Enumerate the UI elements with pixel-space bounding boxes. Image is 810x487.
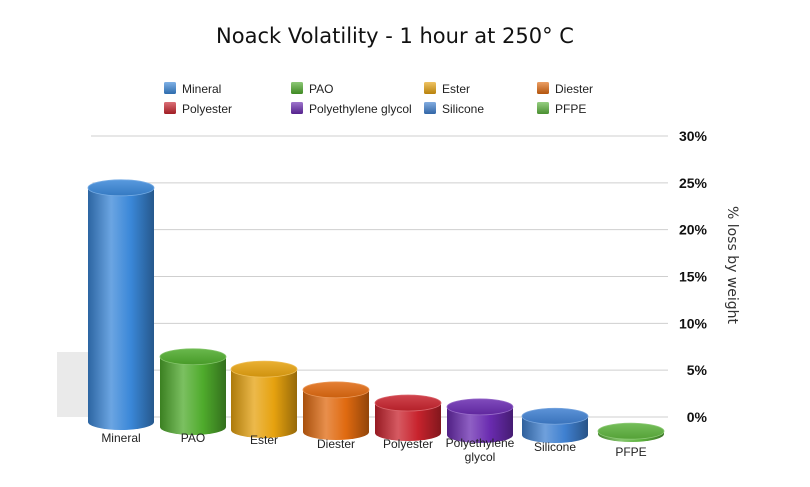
legend-swatch — [537, 82, 549, 94]
y-tick-label: 15% — [679, 269, 708, 285]
legend-label: Diester — [555, 82, 593, 96]
legend-swatch — [291, 102, 303, 114]
bar-pao — [159, 348, 227, 435]
chart-title: Noack Volatility - 1 hour at 250° C — [216, 24, 574, 48]
legend-label: Polyethylene glycol — [309, 102, 412, 116]
bar-top — [446, 398, 514, 416]
bar-top — [230, 360, 298, 378]
legend-item-pfpe: PFPE — [537, 102, 586, 116]
legend-item-pao: PAO — [291, 82, 333, 96]
bar-silicone — [521, 407, 589, 443]
legend-item-ester: Ester — [424, 82, 470, 96]
category-label-diester: Diester — [317, 437, 355, 451]
category-label-pfpe: PFPE — [615, 445, 646, 459]
bar-ester — [230, 360, 298, 438]
category-label-ester: Ester — [250, 433, 278, 447]
legend-label: PFPE — [555, 102, 586, 116]
y-tick-label: 5% — [687, 362, 708, 378]
bar-body — [88, 187, 154, 430]
y-tick-label: 10% — [679, 315, 708, 331]
bar-top — [302, 381, 370, 399]
bar-top — [374, 394, 442, 412]
bar-body — [447, 406, 513, 443]
y-axis-label: % loss by weight — [724, 206, 740, 325]
bar-top — [597, 422, 665, 440]
legend-label: Polyester — [182, 102, 232, 116]
bar-polyester — [374, 394, 442, 441]
y-tick-label: 30% — [679, 128, 708, 144]
y-tick-label: 25% — [679, 175, 708, 191]
y-tick-label: 0% — [687, 409, 708, 425]
legend-swatch — [164, 102, 176, 114]
grid: 0% 5% 10% 15% 20% 25% 30% — [91, 128, 708, 425]
legend-label: PAO — [309, 82, 333, 96]
category-label-polyester: Polyester — [383, 437, 433, 451]
legend-label: Silicone — [442, 102, 484, 116]
category-label-polyethylene-glycol: Polyethylene glycol — [446, 436, 515, 464]
legend-label: Ester — [442, 82, 470, 96]
category-labels: Mineral PAO Ester Diester Polyester Polyethyl… — [101, 431, 646, 464]
category-label-silicone: Silicone — [534, 440, 576, 454]
legend-item-polyethylene-glycol: Polyethylene glycol — [291, 102, 412, 116]
bar-body — [231, 369, 297, 438]
legend-swatch — [164, 82, 176, 94]
bar-body — [375, 403, 441, 441]
bar-top — [87, 179, 155, 197]
legend-swatch — [424, 82, 436, 94]
bar-body — [160, 356, 226, 435]
legend-label: Mineral — [182, 82, 221, 96]
legend-item-mineral: Mineral — [164, 82, 221, 96]
bar-top — [521, 407, 589, 425]
legend-item-diester: Diester — [537, 82, 593, 96]
bar-mineral — [87, 179, 155, 430]
category-label-mineral: Mineral — [101, 431, 140, 445]
legend-swatch — [291, 82, 303, 94]
bar-body — [303, 389, 369, 440]
bars — [57, 179, 665, 443]
bar-pfpe — [597, 422, 665, 442]
legend: Mineral PAO Ester Diester Polyester Polyethyl… — [164, 82, 593, 116]
bar-diester — [302, 381, 370, 440]
y-tick-label: 20% — [679, 222, 708, 238]
legend-item-polyester: Polyester — [164, 102, 232, 116]
legend-item-silicone: Silicone — [424, 102, 484, 116]
legend-swatch — [537, 102, 549, 114]
category-label-pao: PAO — [181, 431, 205, 445]
bar-polyethylene-glycol — [446, 398, 514, 443]
legend-swatch — [424, 102, 436, 114]
bar-top — [159, 348, 227, 366]
